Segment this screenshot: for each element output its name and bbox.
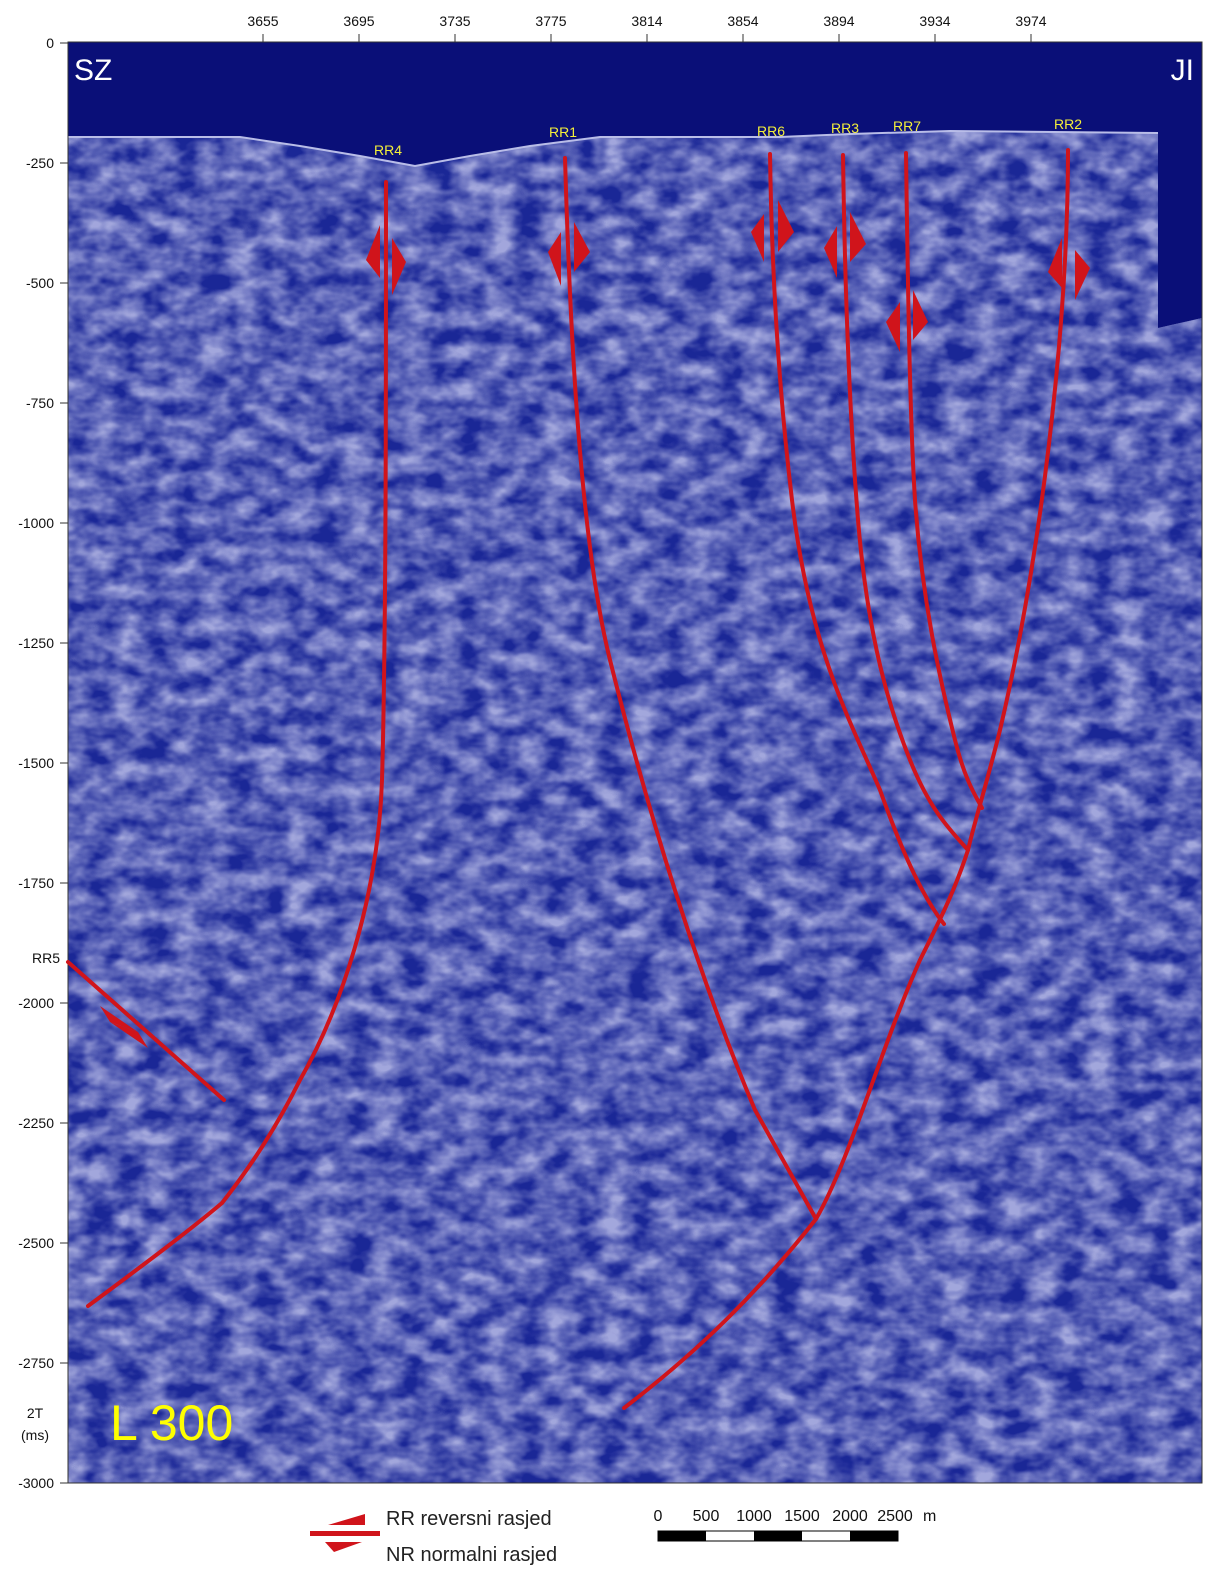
- fault-label-RR1: RR1: [549, 124, 577, 140]
- fault-arrow-RR3: [824, 212, 866, 278]
- legend-symbol: [310, 1514, 380, 1552]
- top-tick-label: 3854: [727, 13, 758, 29]
- left-tick-label: -1000: [18, 515, 54, 531]
- top-tick: 3974: [1015, 13, 1047, 42]
- fault-RR5: [66, 960, 226, 1102]
- fault-arrow-RR4: [366, 225, 406, 295]
- axis-unit-line1: 2T: [27, 1405, 44, 1421]
- left-tick: -2250: [18, 1115, 68, 1131]
- left-tick-label: -3000: [18, 1475, 54, 1491]
- fault-arrow-RR6: [751, 200, 794, 262]
- top-tick-label: 3655: [247, 13, 278, 29]
- legend-reverse-fault: RR reversni rasjed: [386, 1508, 552, 1530]
- top-tick-label: 3814: [631, 13, 662, 29]
- left-tick-label: -2250: [18, 1115, 54, 1131]
- fault-arrow-RR7: [886, 290, 928, 352]
- left-tick: -250: [26, 155, 68, 171]
- left-tick-label: -1500: [18, 755, 54, 771]
- left-tick: -1250: [18, 635, 68, 651]
- left-tick-label: -2500: [18, 1235, 54, 1251]
- fault-arrow-RR5: [100, 1006, 148, 1048]
- fault-arrow-RR1: [548, 222, 590, 286]
- top-tick: 3655: [247, 13, 279, 42]
- fault-RR6: [768, 152, 946, 926]
- scale-label: 1500: [784, 1508, 820, 1525]
- fault-label-RR6: RR6: [757, 123, 785, 139]
- top-axis: 3655 3695 3735 3775 3814 3854 3894 3934 …: [68, 13, 1202, 43]
- left-tick: -500: [26, 275, 68, 291]
- top-tick-label: 3775: [535, 13, 566, 29]
- left-tick: -2750: [18, 1355, 68, 1371]
- left-tick: -2000: [18, 995, 68, 1011]
- left-tick-label: -1750: [18, 875, 54, 891]
- scale-label: 2000: [832, 1508, 868, 1525]
- fault-label-RR4: RR4: [374, 142, 402, 158]
- left-tick: -2500: [18, 1235, 68, 1251]
- fault-lines: [66, 148, 1070, 1410]
- fault-RR2: [622, 148, 1070, 1410]
- scale-label: 500: [693, 1508, 720, 1525]
- fault-label-RR3: RR3: [831, 120, 859, 136]
- axis-unit-line2: (ms): [21, 1427, 49, 1443]
- left-tick-label: -2000: [18, 995, 54, 1011]
- left-tick-label: -1250: [18, 635, 54, 651]
- water-layer: [68, 42, 1202, 328]
- direction-right-label: JI: [1171, 54, 1194, 87]
- scale-label: 2500: [877, 1508, 913, 1525]
- legend-normal-fault: NR normalni rasjed: [386, 1544, 557, 1566]
- top-tick: 3814: [631, 13, 663, 42]
- fault-RR3: [841, 153, 970, 852]
- top-tick: 3695: [343, 13, 375, 42]
- scale-label: 1000: [736, 1508, 772, 1525]
- top-tick-label: 3934: [919, 13, 950, 29]
- left-tick: -1000: [18, 515, 68, 531]
- left-tick: -1750: [18, 875, 68, 891]
- scale-label: 0: [654, 1508, 663, 1525]
- top-tick: 3775: [535, 13, 567, 42]
- left-axis: 0 -250 -500 -750 -1000 -1250 -1500 -1750…: [18, 35, 69, 1491]
- top-tick: 3735: [439, 13, 471, 42]
- left-tick-label: 0: [46, 35, 54, 51]
- scale-bar: 0 500 1000 1500 2000 2500 m: [654, 1508, 936, 1542]
- seismic-image: [68, 131, 1202, 1483]
- scale-unit: m: [923, 1508, 936, 1525]
- top-tick: 3894: [823, 13, 855, 42]
- fault-label-RR7: RR7: [893, 118, 921, 134]
- left-tick-label: -2750: [18, 1355, 54, 1371]
- top-tick-label: 3695: [343, 13, 374, 29]
- fault-label-RR5: RR5: [32, 950, 60, 966]
- left-tick: -3000: [18, 1475, 68, 1491]
- left-tick: -750: [26, 395, 68, 411]
- top-tick-label: 3735: [439, 13, 470, 29]
- left-tick: -1500: [18, 755, 68, 771]
- fault-arrow-RR2: [1048, 238, 1090, 300]
- fault-label-RR2: RR2: [1054, 116, 1082, 132]
- left-tick-label: -250: [26, 155, 54, 171]
- left-tick-label: -500: [26, 275, 54, 291]
- seabed-line: [68, 129, 1159, 168]
- top-tick: 3934: [919, 13, 951, 42]
- left-tick-label: -750: [26, 395, 54, 411]
- top-tick-label: 3974: [1015, 13, 1046, 29]
- top-tick-label: 3894: [823, 13, 854, 29]
- top-tick: 3854: [727, 13, 759, 42]
- fault-RR7: [904, 151, 984, 810]
- fault-RR4: [220, 180, 388, 1205]
- legend: RR reversni rasjed NR normalni rasjed: [310, 1508, 557, 1566]
- left-tick: 0: [46, 35, 68, 51]
- direction-left-label: SZ: [74, 54, 112, 87]
- fault-RR1: [563, 156, 818, 1221]
- seismic-line-label: L 300: [110, 1395, 233, 1451]
- fault-RR4-lower: [86, 1201, 224, 1308]
